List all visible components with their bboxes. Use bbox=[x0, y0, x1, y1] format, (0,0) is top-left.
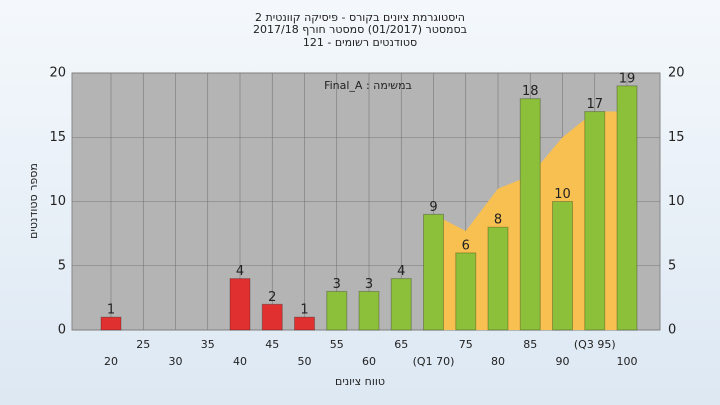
data-label: 8 bbox=[494, 213, 502, 228]
x-tick-label: 35 bbox=[201, 338, 215, 351]
data-label: 9 bbox=[429, 200, 437, 215]
x-tick-label: 100 bbox=[617, 355, 638, 368]
data-label: 3 bbox=[333, 277, 341, 292]
chart-title: סטודנטים רשומים - 121 bbox=[303, 36, 417, 49]
data-label: 18 bbox=[522, 84, 539, 99]
data-label: 2 bbox=[268, 290, 276, 305]
x-tick-label: (Q1 70) bbox=[413, 355, 455, 368]
x-tick-label: (Q3 95) bbox=[574, 338, 616, 351]
x-tick-label: 45 bbox=[265, 338, 279, 351]
bar bbox=[390, 278, 412, 331]
x-axis-label: טווח ציונים bbox=[335, 375, 385, 388]
bar bbox=[584, 111, 606, 331]
data-label: 17 bbox=[586, 97, 603, 112]
y-tick-label: 10 bbox=[668, 194, 685, 209]
x-tick-label: 30 bbox=[169, 355, 183, 368]
bar bbox=[455, 252, 477, 331]
bar bbox=[487, 226, 509, 331]
bar bbox=[326, 290, 348, 331]
annotation: Final_A : במשימה bbox=[324, 79, 412, 92]
x-tick-label: 20 bbox=[104, 355, 118, 368]
x-tick-label: 25 bbox=[136, 338, 150, 351]
bar bbox=[100, 316, 122, 331]
y-tick-label: 20 bbox=[49, 66, 66, 81]
y-tick-label: 20 bbox=[668, 66, 685, 81]
bar bbox=[616, 85, 638, 331]
bar bbox=[229, 278, 251, 331]
chart-title: היסטוגרמת ציונים בקורס - פיסיקה קוונטית … bbox=[255, 11, 465, 24]
x-tick-label: 75 bbox=[459, 338, 473, 351]
data-label: 1 bbox=[107, 303, 115, 318]
y-axis-label: מספר סטודנטים bbox=[27, 163, 40, 239]
y-tick-label: 5 bbox=[58, 258, 66, 273]
x-tick-label: 55 bbox=[330, 338, 344, 351]
y-tick-label: 15 bbox=[668, 130, 685, 145]
data-label: 4 bbox=[397, 264, 405, 279]
y-tick-label: 5 bbox=[668, 258, 676, 273]
chart-title: בסמסטר (01/2017) סמסטר חורף 2017/18 bbox=[253, 23, 467, 36]
data-label: 1 bbox=[300, 303, 308, 318]
y-tick-label: 10 bbox=[49, 194, 66, 209]
x-tick-label: 80 bbox=[491, 355, 505, 368]
data-label: 4 bbox=[236, 264, 244, 279]
x-tick-label: 65 bbox=[394, 338, 408, 351]
bar bbox=[294, 316, 315, 331]
data-label: 3 bbox=[365, 277, 373, 292]
bar bbox=[552, 201, 573, 331]
bar bbox=[358, 290, 380, 331]
bar bbox=[519, 98, 541, 331]
bar bbox=[261, 303, 283, 331]
data-label: 6 bbox=[462, 238, 470, 253]
x-tick-label: 85 bbox=[523, 338, 537, 351]
x-tick-label: 60 bbox=[362, 355, 376, 368]
x-tick-label: 90 bbox=[556, 355, 570, 368]
y-tick-label: 15 bbox=[49, 130, 66, 145]
y-tick-label: 0 bbox=[668, 323, 676, 338]
data-label: 10 bbox=[554, 187, 571, 202]
x-tick-label: 40 bbox=[233, 355, 247, 368]
bar bbox=[423, 213, 444, 331]
data-label: 19 bbox=[619, 71, 636, 86]
x-tick-label: 50 bbox=[298, 355, 312, 368]
y-tick-label: 0 bbox=[58, 323, 66, 338]
